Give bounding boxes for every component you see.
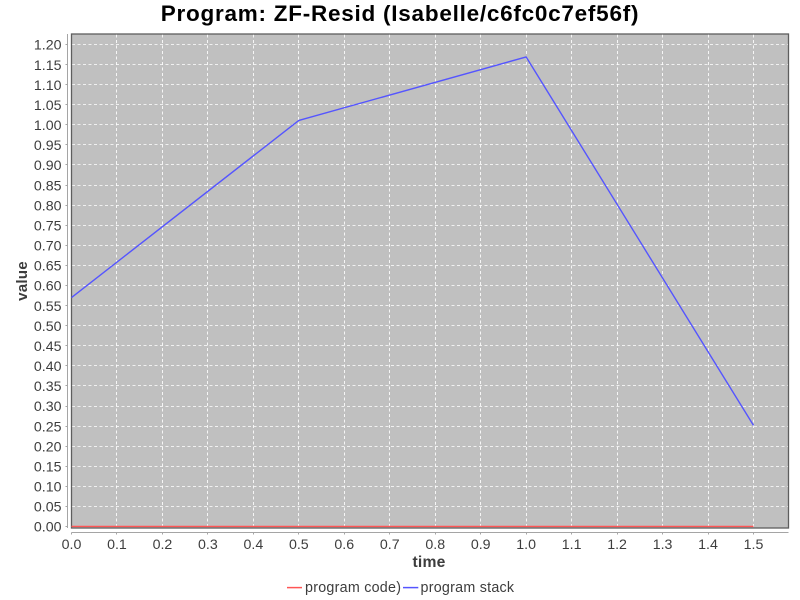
svg-text:1.5: 1.5	[744, 537, 764, 553]
svg-text:0.8: 0.8	[425, 537, 445, 553]
svg-text:0.35: 0.35	[34, 379, 62, 395]
svg-text:0.2: 0.2	[153, 537, 173, 553]
svg-text:time: time	[412, 554, 445, 571]
svg-text:0.25: 0.25	[34, 419, 62, 435]
svg-text:0.05: 0.05	[34, 500, 62, 516]
svg-text:1.05: 1.05	[34, 98, 62, 114]
svg-text:0.60: 0.60	[34, 279, 62, 295]
svg-text:0.9: 0.9	[471, 537, 491, 553]
svg-text:0.75: 0.75	[34, 218, 62, 234]
svg-text:program code): program code)	[305, 580, 401, 596]
svg-text:0.00: 0.00	[34, 520, 62, 536]
svg-text:1.1: 1.1	[562, 537, 582, 553]
svg-text:0.85: 0.85	[34, 178, 62, 194]
svg-text:0.95: 0.95	[34, 138, 62, 154]
svg-text:0.45: 0.45	[34, 339, 62, 355]
svg-text:0.5: 0.5	[289, 537, 309, 553]
svg-text:0.55: 0.55	[34, 299, 62, 315]
svg-text:0.20: 0.20	[34, 439, 62, 455]
svg-text:0.15: 0.15	[34, 459, 62, 475]
svg-text:0.4: 0.4	[244, 537, 264, 553]
svg-text:0.3: 0.3	[198, 537, 218, 553]
svg-text:program stack: program stack	[421, 580, 515, 596]
svg-text:1.10: 1.10	[34, 78, 62, 94]
svg-text:value: value	[14, 261, 31, 301]
svg-text:1.15: 1.15	[34, 58, 62, 74]
svg-text:0.70: 0.70	[34, 239, 62, 255]
svg-text:0.90: 0.90	[34, 158, 62, 174]
svg-text:0.0: 0.0	[62, 537, 82, 553]
svg-text:Program: ZF-Resid (Isabelle/c6: Program: ZF-Resid (Isabelle/c6fc0c7ef56f…	[161, 1, 639, 26]
svg-text:0.7: 0.7	[380, 537, 400, 553]
svg-text:1.3: 1.3	[653, 537, 673, 553]
svg-text:1.4: 1.4	[698, 537, 718, 553]
svg-text:0.50: 0.50	[34, 319, 62, 335]
svg-text:1.0: 1.0	[516, 537, 536, 553]
svg-text:0.80: 0.80	[34, 198, 62, 214]
svg-text:0.1: 0.1	[107, 537, 127, 553]
svg-text:0.40: 0.40	[34, 359, 62, 375]
svg-text:0.10: 0.10	[34, 480, 62, 496]
svg-text:0.30: 0.30	[34, 399, 62, 415]
svg-text:0.65: 0.65	[34, 259, 62, 275]
svg-text:1.00: 1.00	[34, 118, 62, 134]
svg-text:1.2: 1.2	[607, 537, 627, 553]
svg-text:0.6: 0.6	[334, 537, 354, 553]
svg-text:1.20: 1.20	[34, 38, 62, 54]
